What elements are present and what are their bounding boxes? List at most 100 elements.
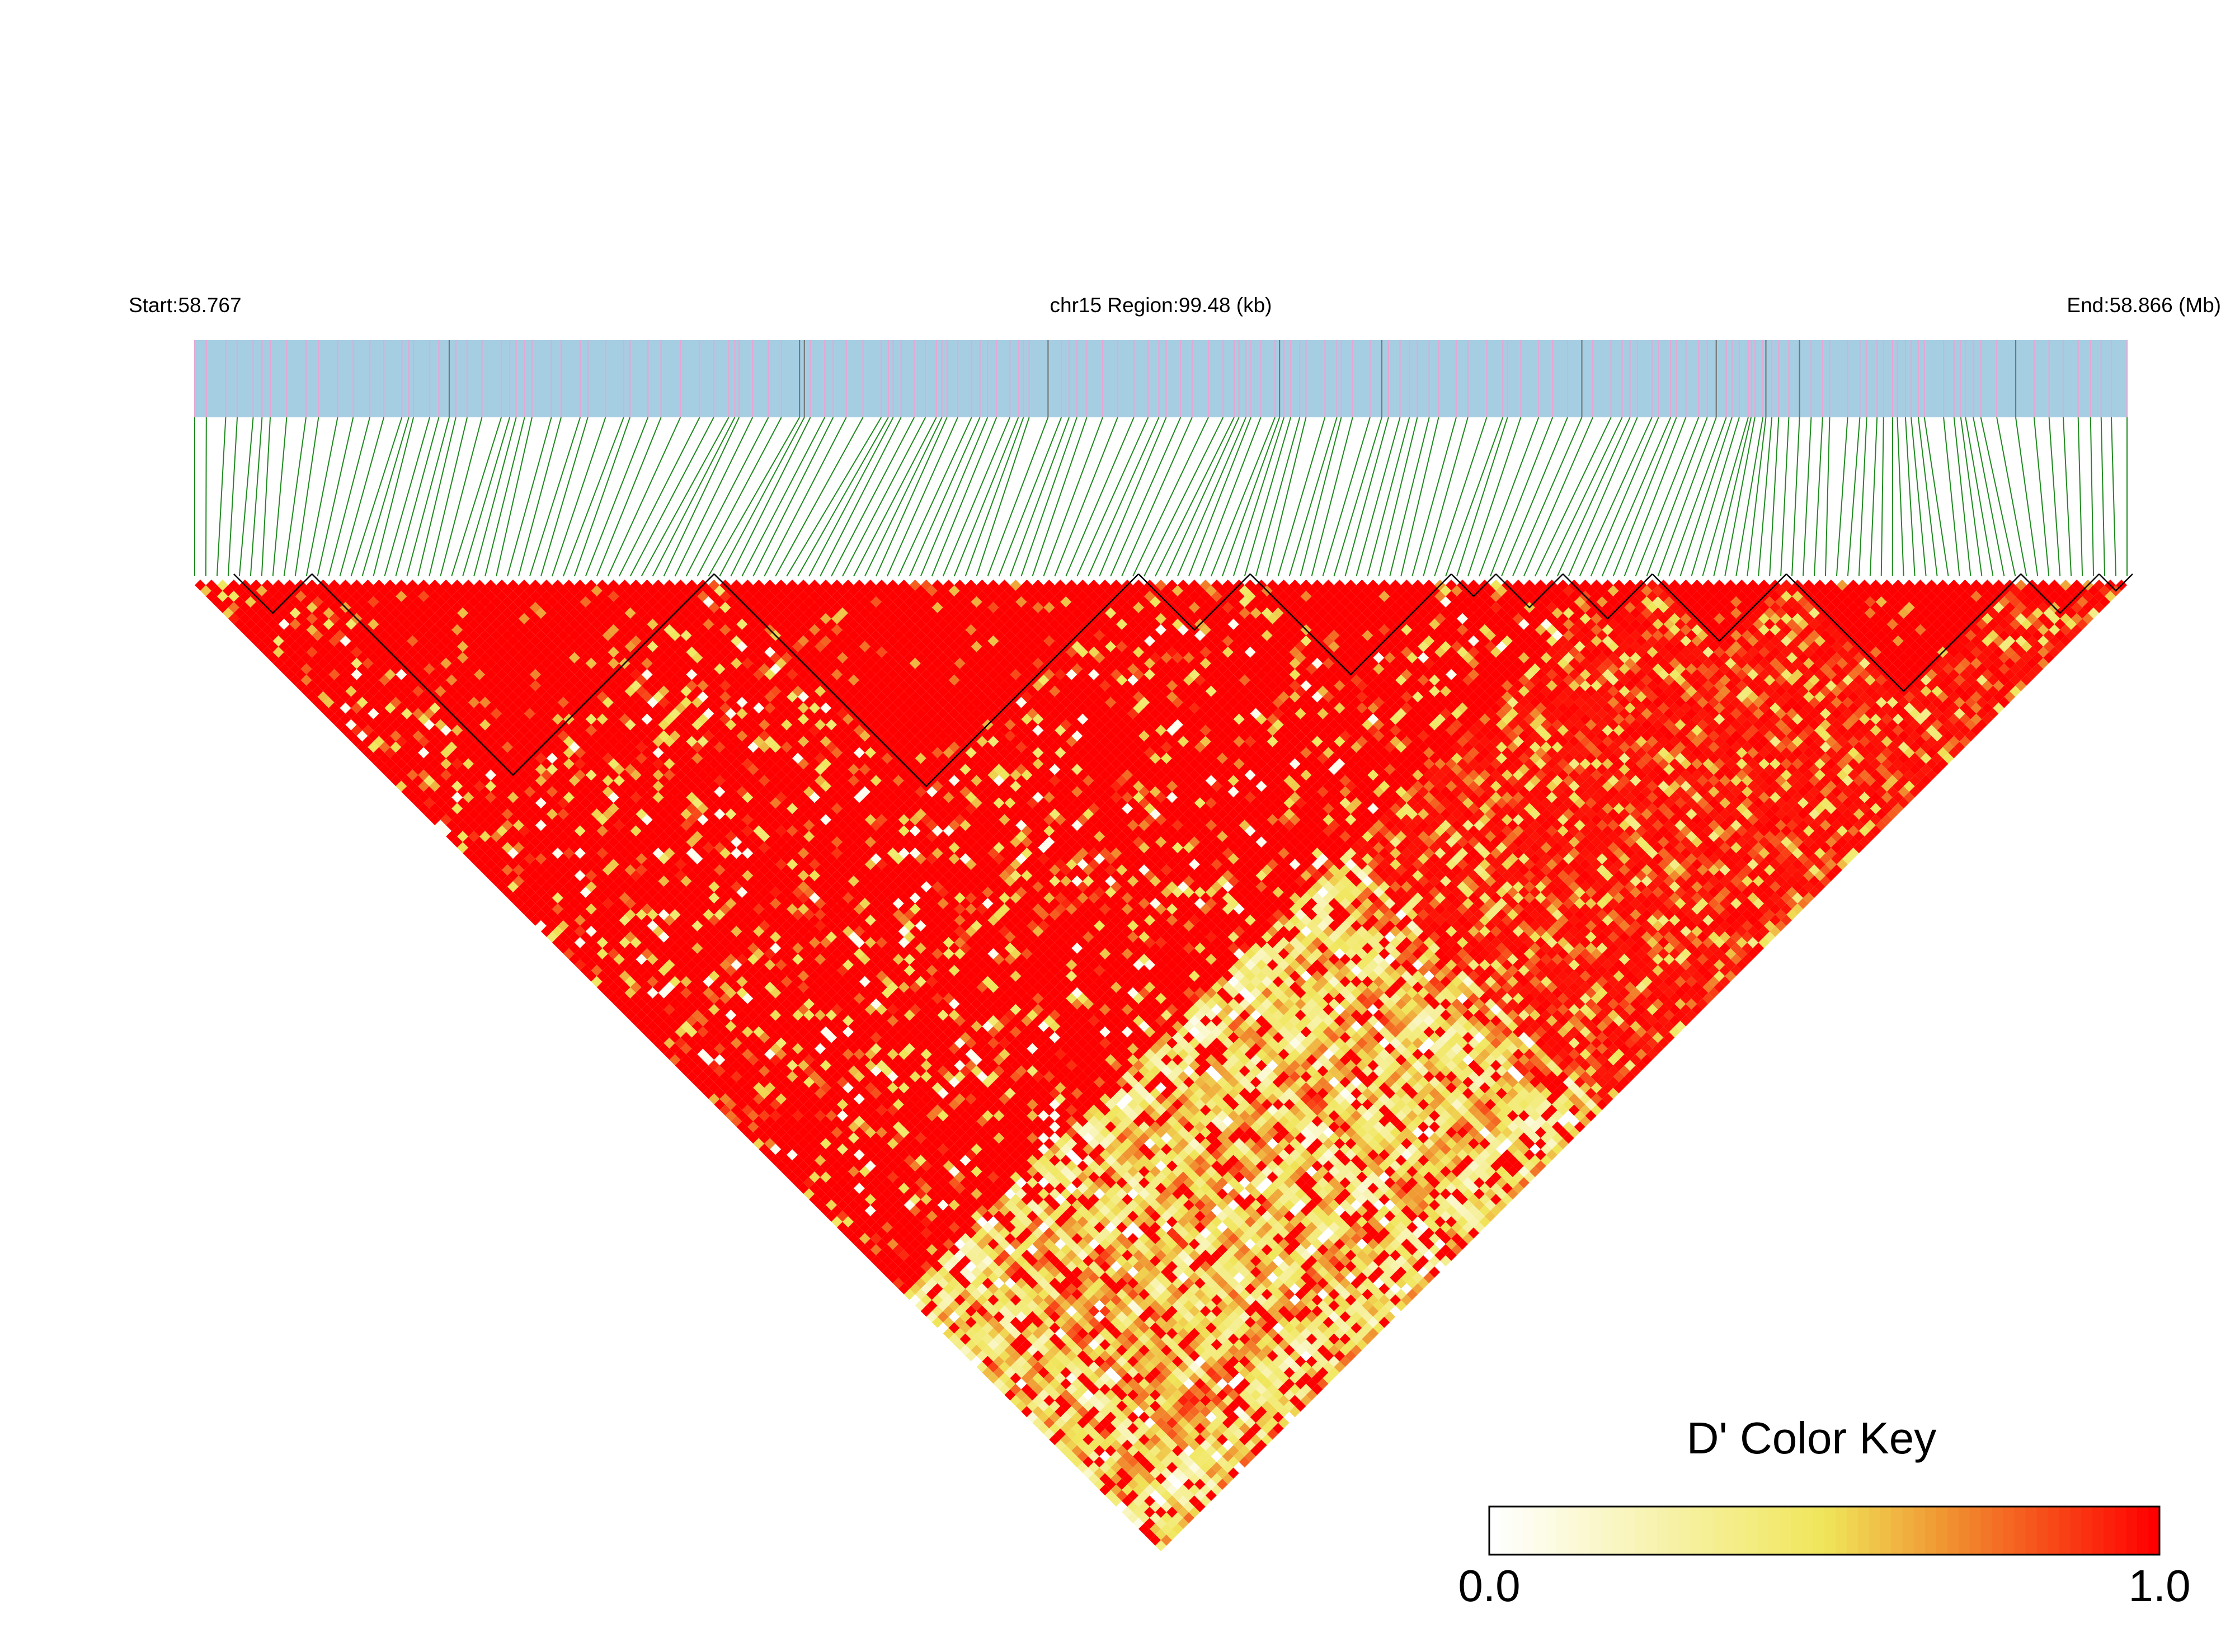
snp-connector — [1836, 417, 1848, 577]
ld-cell — [909, 1294, 921, 1306]
ld-cell — [1027, 1400, 1038, 1412]
ld-cell — [959, 1344, 971, 1356]
ld-cell — [1004, 1367, 1016, 1378]
snp-connector — [1612, 417, 1677, 577]
ld-cell — [864, 1238, 876, 1250]
snp-connector — [1917, 417, 1938, 577]
ld-cell — [826, 1188, 837, 1200]
ld-cell — [937, 1288, 949, 1300]
snp-connector — [518, 417, 562, 577]
ld-cell — [502, 864, 514, 876]
ld-cell — [1127, 1490, 1139, 1502]
ld-cell — [1071, 1423, 1083, 1434]
ld-cell — [1077, 1428, 1089, 1440]
ld-cell — [1038, 1400, 1050, 1412]
ld-cell — [987, 1361, 999, 1373]
ld-cell — [1144, 1495, 1156, 1507]
ld-cell — [920, 1305, 932, 1317]
ld-cell — [1122, 1495, 1133, 1507]
ld-cell — [1049, 1434, 1061, 1446]
snp-connector — [1490, 417, 1554, 577]
snp-connector — [1668, 417, 1727, 577]
snp-connector — [2015, 417, 2039, 577]
ld-cell — [870, 1244, 882, 1255]
ld-cell — [356, 730, 368, 742]
ld-cell — [1116, 1501, 1128, 1513]
ld-cell — [803, 1177, 815, 1189]
snp-connector — [786, 417, 882, 577]
ld-cell — [546, 920, 558, 931]
ld-cell — [1021, 1406, 1033, 1418]
ld-cell — [200, 585, 211, 596]
ld-cell — [926, 1277, 938, 1289]
ld-cell — [1015, 1400, 1027, 1412]
snp-connector — [2100, 417, 2106, 577]
ld-cell — [887, 1238, 898, 1250]
ld-cell — [904, 1277, 915, 1289]
snp-connector — [1980, 417, 2016, 577]
snp-connector — [697, 417, 782, 577]
snp-connector — [585, 417, 649, 577]
ld-cell — [837, 1222, 848, 1233]
ld-cell — [306, 669, 318, 680]
snp-connector — [1556, 417, 1631, 577]
ld-cell — [1144, 1507, 1156, 1518]
ld-cell — [272, 635, 284, 647]
ld-cell — [859, 1244, 871, 1255]
snp-connector — [373, 417, 415, 577]
ld-cell — [1127, 1501, 1139, 1513]
ld-cell — [915, 1288, 926, 1300]
ld-cell — [1049, 1411, 1061, 1423]
ld-cell — [926, 1300, 938, 1311]
snp-connector — [1356, 417, 1401, 577]
ld-cell — [1138, 1501, 1150, 1513]
snp-connector — [1456, 417, 1508, 577]
snp-connector — [1400, 417, 1439, 577]
ld-cell — [993, 1356, 1005, 1367]
ld-cell — [1116, 1490, 1128, 1502]
snp-connector — [1099, 417, 1167, 577]
snp-connector — [1009, 417, 1070, 577]
snp-connector — [361, 417, 410, 577]
ld-cell — [222, 596, 234, 608]
ld-cell — [898, 1260, 910, 1272]
snp-connector — [897, 417, 972, 577]
ld-cell — [451, 803, 463, 815]
ld-cell — [948, 1311, 960, 1322]
snp-connector — [1691, 417, 1740, 577]
start-label: Start:58.767 — [129, 294, 242, 317]
ld-cell — [798, 1171, 810, 1183]
ld-cell — [820, 1171, 832, 1183]
snp-connector — [350, 417, 403, 577]
ld-cell — [1021, 1372, 1033, 1384]
ld-cell — [1038, 1423, 1050, 1434]
ld-cell — [619, 992, 630, 1004]
ld-cell — [719, 1071, 731, 1082]
ld-cell — [892, 1266, 904, 1278]
ld-cell — [1161, 1523, 1172, 1535]
ld-cell — [1083, 1467, 1094, 1479]
ld-cell — [853, 1205, 865, 1217]
ld-cell — [853, 1216, 865, 1227]
snp-connector — [831, 417, 915, 577]
snp-connector — [1735, 417, 1764, 577]
ld-cell — [1027, 1389, 1038, 1401]
snp-connector — [1953, 417, 1971, 577]
ld-cell — [954, 1316, 966, 1328]
ld-cell — [859, 1232, 871, 1244]
ld-cell — [931, 1294, 943, 1306]
ld-cell — [619, 970, 630, 982]
snp-connector — [1322, 417, 1371, 577]
snp-connector — [1177, 417, 1246, 577]
snp-connector — [317, 417, 354, 577]
ld-cell — [820, 1205, 832, 1217]
ld-cell — [1043, 1417, 1055, 1429]
snp-connector — [395, 417, 440, 577]
ld-cell — [976, 1339, 988, 1350]
ld-cell — [937, 1300, 949, 1311]
snp-connector — [1702, 417, 1749, 577]
snp-connector — [2063, 417, 2072, 577]
snp-connector — [964, 417, 1024, 577]
ld-cell — [1105, 1456, 1117, 1468]
ld-cell — [881, 1244, 893, 1255]
